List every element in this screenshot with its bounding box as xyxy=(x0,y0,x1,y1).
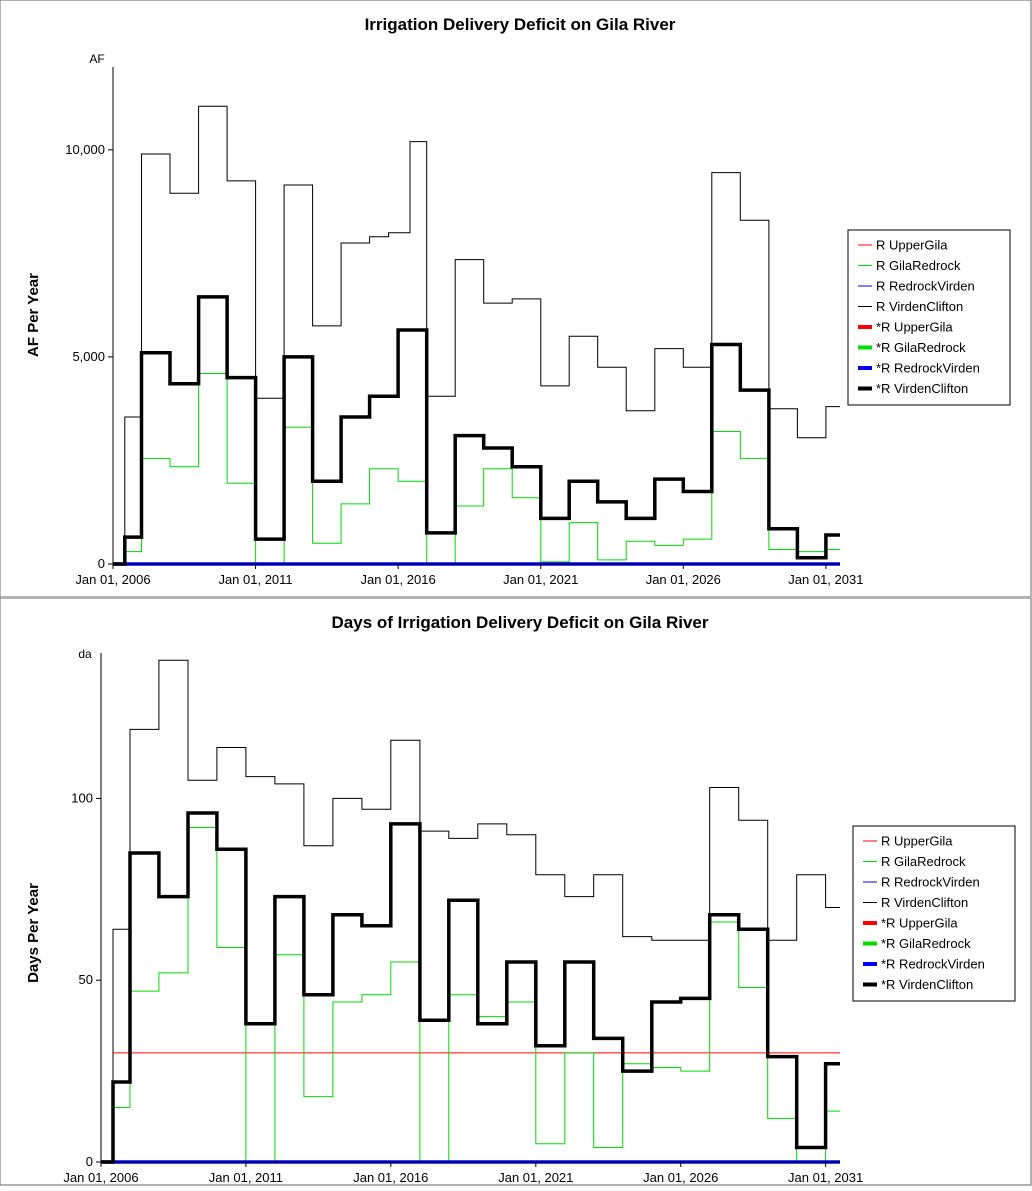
x-tick-label: Jan 01, 2026 xyxy=(643,1170,718,1185)
legend-entry: *R UpperGila xyxy=(881,916,958,931)
y-axis-label: Days Per Year xyxy=(25,883,42,983)
series-line-r-gilaredrock xyxy=(113,373,840,565)
series-line-r-virdenclifton xyxy=(113,105,840,565)
y-unit-label: da xyxy=(78,647,92,661)
legend-box xyxy=(847,229,1011,406)
legend-entry: R VirdenClifton xyxy=(881,895,968,910)
legend: R UpperGila R GilaRedrock R RedrockVirden R… xyxy=(852,825,1016,1002)
y-tick-label: 100 xyxy=(71,790,93,805)
x-tick-label: Jan 01, 2031 xyxy=(788,1170,863,1185)
legend-entry: R VirdenClifton xyxy=(876,299,963,314)
legend-entry: R UpperGila xyxy=(881,834,953,849)
legend-entry: *R VirdenClifton xyxy=(881,977,973,992)
series-line-star-r-virdenclifton xyxy=(113,295,840,566)
legend-entry: R UpperGila xyxy=(876,238,948,253)
x-tick-label: Jan 01, 2011 xyxy=(218,572,292,587)
y-tick-label: 10,000 xyxy=(65,142,105,157)
y-tick-label: 50 xyxy=(79,972,93,987)
legend-entry: R GilaRedrock xyxy=(876,258,961,273)
legend-entry: R RedrockVirden xyxy=(881,875,980,890)
y-unit-label: AF xyxy=(89,52,104,66)
deficit-af-chart: Irrigation Delivery Deficit on Gila Rive… xyxy=(0,0,1032,598)
y-tick-label: 5,000 xyxy=(72,349,105,364)
x-tick-label: Jan 01, 2006 xyxy=(63,1170,138,1185)
series-line-star-r-virdenclifton xyxy=(101,811,840,1164)
x-tick-label: Jan 01, 2011 xyxy=(209,1170,283,1185)
y-tick-label: 0 xyxy=(86,1154,93,1169)
x-tick-label: Jan 01, 2021 xyxy=(503,572,578,587)
x-tick-label: Jan 01, 2016 xyxy=(361,572,436,587)
legend-entry: *R UpperGila xyxy=(876,320,953,335)
deficit-days-chart: Days of Irrigation Delivery Deficit on G… xyxy=(0,597,1032,1186)
legend-entry: *R RedrockVirden xyxy=(876,361,980,376)
y-axis-label: AF Per Year xyxy=(25,273,42,357)
y-tick-label: 0 xyxy=(98,556,105,571)
legend-entry: *R GilaRedrock xyxy=(876,340,966,355)
x-tick-label: Jan 01, 2026 xyxy=(646,572,721,587)
legend-entry: R GilaRedrock xyxy=(881,854,966,869)
series-line-r-gilaredrock xyxy=(101,827,840,1163)
chart-title: Days of Irrigation Delivery Deficit on G… xyxy=(332,613,709,632)
legend-entry: *R VirdenClifton xyxy=(876,381,968,396)
legend-entry: *R GilaRedrock xyxy=(881,936,971,951)
legend-entry: *R RedrockVirden xyxy=(881,957,985,972)
x-tick-label: Jan 01, 2006 xyxy=(75,572,150,587)
series-line-r-virdenclifton xyxy=(101,659,840,1163)
x-tick-label: Jan 01, 2031 xyxy=(788,572,863,587)
x-tick-label: Jan 01, 2016 xyxy=(353,1170,428,1185)
chart-title: Irrigation Delivery Deficit on Gila Rive… xyxy=(365,15,676,34)
chart-panel-top: Irrigation Delivery Deficit on Gila Rive… xyxy=(0,0,1032,598)
legend-box xyxy=(852,825,1016,1002)
legend-entry: R RedrockVirden xyxy=(876,279,975,294)
chart-panel-bottom: Days of Irrigation Delivery Deficit on G… xyxy=(0,597,1032,1186)
legend: R UpperGila R GilaRedrock R RedrockVirden R… xyxy=(847,229,1011,406)
x-tick-label: Jan 01, 2021 xyxy=(498,1170,573,1185)
